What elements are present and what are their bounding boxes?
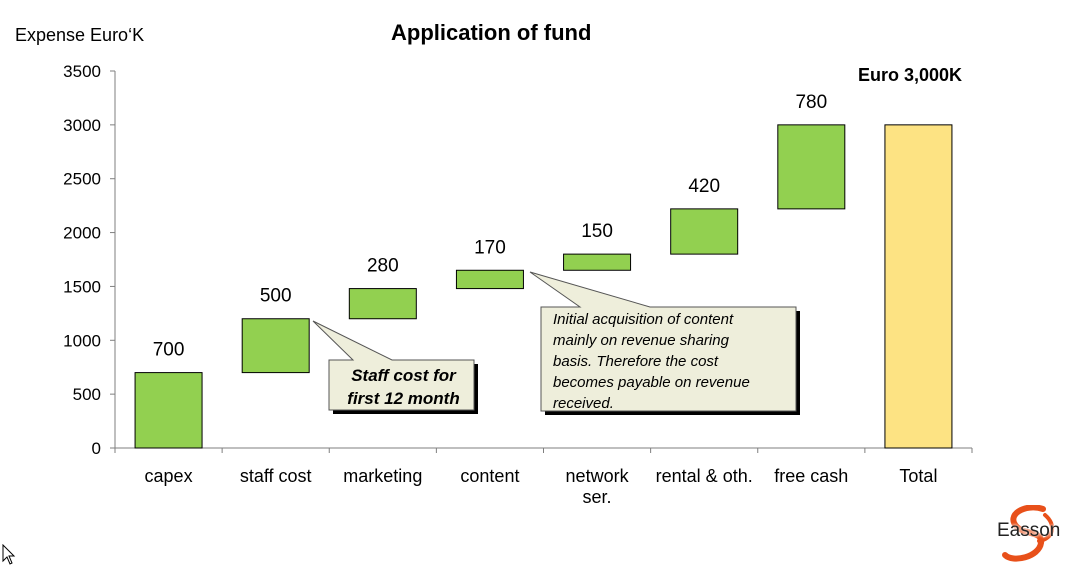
x-tick-label: marketing xyxy=(343,466,422,486)
waterfall-bar xyxy=(134,372,203,449)
waterfall-bar xyxy=(241,318,310,374)
bar-data-label: 420 xyxy=(688,176,720,197)
content-callout-text: Initial acquisition of content mainly on… xyxy=(553,311,750,412)
mouse-pointer-icon xyxy=(2,544,16,565)
x-tick-label: staff cost xyxy=(240,466,312,486)
chart-title: Application of fund xyxy=(391,20,592,45)
staff-cost-callout-text: Staff cost for first 12 month xyxy=(347,366,460,408)
total-annotation: Euro 3,000K xyxy=(858,65,963,85)
brand-name: Easson xyxy=(997,520,1061,541)
y-tick-label: 1500 xyxy=(63,277,101,296)
orange-swirl-logo-icon xyxy=(1002,505,1055,562)
waterfall-bar xyxy=(777,124,846,210)
x-tick-label: capex xyxy=(145,466,193,486)
staff-callout-box xyxy=(312,320,475,411)
waterfall-bar xyxy=(563,253,632,271)
bar-data-label: 500 xyxy=(260,286,292,307)
bar-data-label: 780 xyxy=(795,92,827,113)
waterfall-bar xyxy=(455,269,524,290)
total-bar xyxy=(884,124,953,449)
x-tick-label: rental & oth. xyxy=(656,466,753,486)
y-tick-label: 3500 xyxy=(63,62,101,81)
y-tick-label: 1000 xyxy=(63,331,101,350)
x-tick-label: network xyxy=(566,466,630,486)
bar-data-label: 150 xyxy=(581,221,613,242)
bar-data-label: 170 xyxy=(474,237,506,258)
y-tick-label: 0 xyxy=(92,439,101,458)
content-callout-box xyxy=(529,271,797,412)
x-tick-label: free cash xyxy=(774,466,848,486)
y-axis-unit-label: Expense Euro‘K xyxy=(15,25,145,45)
x-tick-label: ser. xyxy=(583,487,612,507)
y-tick-label: 500 xyxy=(73,385,101,404)
y-tick-label: 3000 xyxy=(63,116,101,135)
y-tick-label: 2500 xyxy=(63,170,101,189)
waterfall-bar xyxy=(670,208,739,255)
x-tick-label: content xyxy=(460,466,519,486)
y-tick-label: 2000 xyxy=(63,224,101,243)
bar-data-label: 280 xyxy=(367,256,399,277)
waterfall-bar xyxy=(348,288,417,320)
bar-data-label: 700 xyxy=(153,340,185,361)
x-tick-label: Total xyxy=(899,466,937,486)
